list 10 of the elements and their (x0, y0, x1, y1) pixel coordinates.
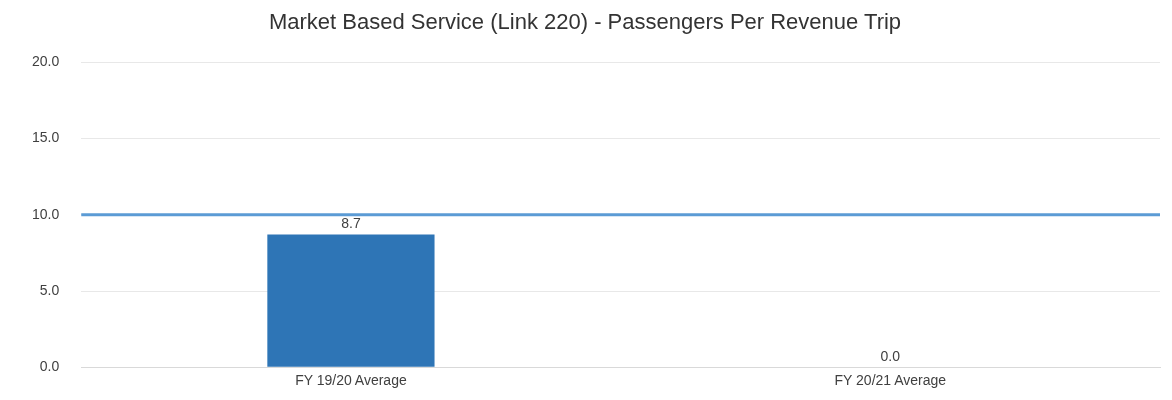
y-tick-label: 5.0 (39, 281, 60, 298)
y-tick-label: 10.0 (32, 205, 60, 222)
y-tick-label: 20.0 (32, 53, 60, 70)
x-tick-label: FY 20/21 Average (834, 372, 947, 389)
y-tick-label: 15.0 (32, 129, 60, 146)
x-tick-label: FY 19/20 Average (295, 372, 407, 389)
data-label: 0.0 (880, 348, 901, 365)
chart-title: Market Based Service (Link 220) - Passengers Per Revenue Trip (268, 9, 902, 35)
y-tick-label: 0.0 (39, 358, 60, 375)
data-label: 8.7 (341, 215, 361, 232)
